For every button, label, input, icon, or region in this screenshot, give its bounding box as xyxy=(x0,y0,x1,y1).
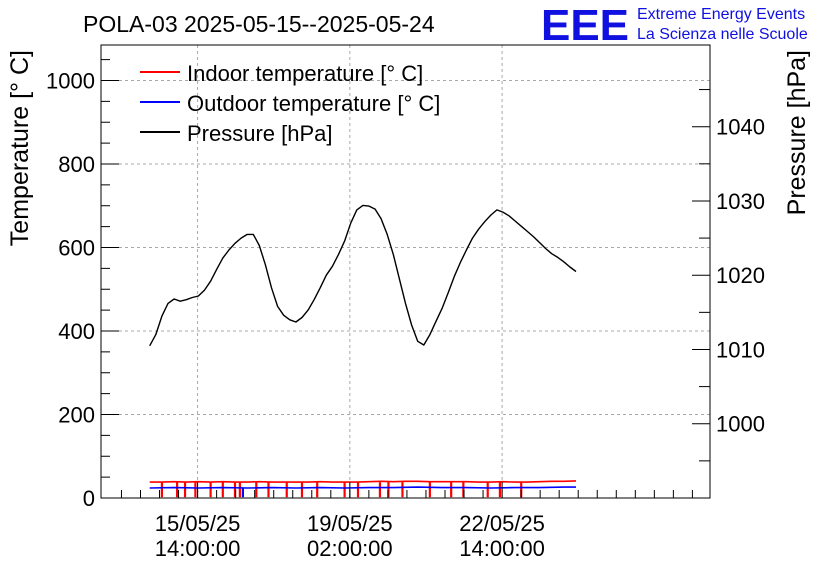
y2-axis-label: Pressure [hPa] xyxy=(783,50,811,215)
series-layer xyxy=(149,204,577,498)
series-line-1 xyxy=(149,486,576,489)
logo-line-1: Extreme Energy Events xyxy=(637,6,805,23)
series-line-0 xyxy=(149,480,577,483)
legend-label-pressure: Pressure [hPa] xyxy=(187,121,333,146)
y2-tick-label: 1020 xyxy=(716,263,765,288)
y2-tick-label: 1000 xyxy=(716,412,765,437)
eee-logo: EEE Extreme Energy Events La Scienza nel… xyxy=(541,1,808,50)
y-tick-label: 200 xyxy=(58,402,95,427)
y-tick-label: 600 xyxy=(58,235,95,260)
y2-tick-label: 1030 xyxy=(716,189,765,214)
y-tick-label: 0 xyxy=(83,486,95,511)
x-tick-label: 15/05/25 xyxy=(155,511,241,536)
x-tick-label: 14:00:00 xyxy=(459,536,545,561)
x-tick-label: 22/05/25 xyxy=(459,511,545,536)
logo-line-2: La Scienza nelle Scuole xyxy=(637,26,808,43)
x-tick-label: 02:00:00 xyxy=(307,536,393,561)
y-tick-label: 400 xyxy=(58,319,95,344)
legend: Indoor temperature [° C] Outdoor tempera… xyxy=(140,61,440,146)
x-tick-label: 19/05/25 xyxy=(307,511,393,536)
legend-label-outdoor: Outdoor temperature [° C] xyxy=(187,91,440,116)
y-tick-label: 800 xyxy=(58,152,95,177)
plot-frame xyxy=(100,44,711,499)
chart-title: POLA-03 2025-05-15--2025-05-24 xyxy=(83,11,435,37)
legend-label-indoor: Indoor temperature [° C] xyxy=(187,61,423,86)
series-line-2 xyxy=(149,204,577,347)
y2-tick-label: 1040 xyxy=(716,115,765,140)
y-tick-label: 1000 xyxy=(46,68,95,93)
logo-letters: EEE xyxy=(541,1,629,50)
y2-tick-label: 1010 xyxy=(716,337,765,362)
y-axis-label: Temperature [° C] xyxy=(6,50,34,246)
axes: 0 200 400 600 800 1000 1000 1010 1020 1030 1040 15/… xyxy=(46,59,765,561)
x-tick-label: 14:00:00 xyxy=(155,536,241,561)
